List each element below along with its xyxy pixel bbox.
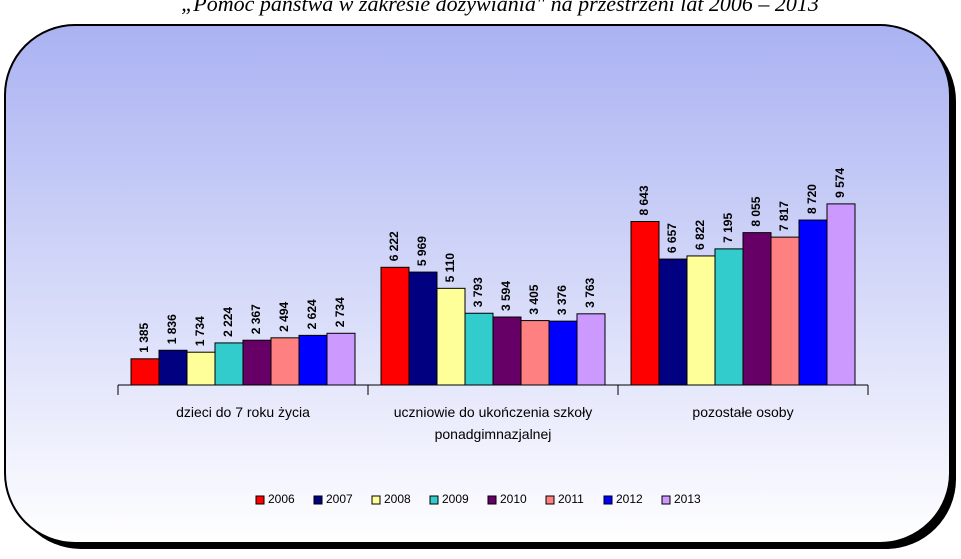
legend-swatch bbox=[255, 495, 265, 505]
value-label: 3 405 bbox=[527, 284, 541, 314]
bar bbox=[380, 266, 410, 386]
legend-swatch bbox=[545, 495, 555, 505]
value-label: 3 376 bbox=[555, 285, 569, 315]
legend-label: 2009 bbox=[442, 492, 469, 506]
x-tick-label: dzieci do 7 roku życia bbox=[176, 404, 310, 420]
value-label: 7 195 bbox=[721, 213, 735, 243]
bar bbox=[186, 351, 216, 386]
legend-label: 2010 bbox=[500, 492, 527, 506]
bar bbox=[158, 349, 188, 386]
legend-swatch bbox=[313, 495, 323, 505]
bar bbox=[686, 255, 716, 386]
value-label: 8 055 bbox=[749, 196, 763, 226]
value-label: 8 643 bbox=[637, 185, 651, 215]
x-tick-label: uczniowie do ukończenia szkoły ponadgimn… bbox=[393, 404, 593, 442]
value-label: 9 574 bbox=[833, 168, 847, 198]
x-tick-label-box: dzieci do 7 roku życia bbox=[176, 404, 310, 420]
value-label: 3 793 bbox=[471, 277, 485, 307]
legend-label: 2013 bbox=[674, 492, 701, 506]
value-label: 6 822 bbox=[693, 220, 707, 250]
value-label: 5 110 bbox=[443, 253, 457, 283]
bar bbox=[658, 258, 688, 386]
legend-swatch bbox=[487, 495, 497, 505]
value-label: 2 367 bbox=[249, 304, 263, 334]
bar bbox=[242, 339, 272, 386]
value-label: 2 734 bbox=[333, 297, 347, 327]
bar bbox=[298, 334, 328, 386]
legend-swatch bbox=[661, 495, 671, 505]
value-label: 2 494 bbox=[277, 301, 291, 331]
bar bbox=[464, 312, 494, 386]
bar bbox=[798, 219, 828, 386]
bar bbox=[436, 287, 466, 386]
bar bbox=[576, 313, 606, 386]
legend-label: 2011 bbox=[558, 492, 584, 506]
legend-swatch bbox=[429, 495, 439, 505]
frame bbox=[4, 24, 951, 544]
value-label: 2 624 bbox=[305, 299, 319, 329]
bar bbox=[214, 342, 244, 386]
bar bbox=[770, 236, 800, 386]
x-tick-label-box: pozostałe osoby bbox=[692, 404, 794, 420]
bar bbox=[520, 320, 550, 386]
value-label: 8 720 bbox=[805, 184, 819, 214]
bar bbox=[492, 316, 522, 386]
value-label: 3 763 bbox=[583, 277, 597, 307]
bar bbox=[130, 358, 160, 386]
value-label: 1 734 bbox=[193, 316, 207, 346]
value-label: 6 657 bbox=[665, 223, 679, 253]
x-tick-label: pozostałe osoby bbox=[692, 404, 794, 420]
bar bbox=[742, 232, 772, 386]
bar bbox=[270, 337, 300, 386]
legend-swatch bbox=[371, 495, 381, 505]
chart-title: „Pomoc państwa w zakresie dożywiania" na… bbox=[181, 0, 819, 16]
value-label: 5 969 bbox=[415, 236, 429, 266]
bar bbox=[826, 203, 856, 386]
value-label: 7 817 bbox=[777, 201, 791, 231]
bar bbox=[630, 221, 660, 386]
bar bbox=[548, 320, 578, 386]
value-label: 2 224 bbox=[221, 307, 235, 337]
legend-label: 2006 bbox=[268, 492, 295, 506]
value-label: 3 594 bbox=[499, 281, 513, 311]
legend-label: 2012 bbox=[616, 492, 643, 506]
legend-label: 2007 bbox=[326, 492, 353, 506]
bar bbox=[326, 332, 356, 386]
x-tick-label-box: uczniowie do ukończenia szkoły ponadgimn… bbox=[393, 404, 593, 442]
bar bbox=[408, 271, 438, 386]
bar bbox=[714, 248, 744, 386]
value-label: 6 222 bbox=[387, 231, 401, 261]
legend-swatch bbox=[603, 495, 613, 505]
legend-label: 2008 bbox=[384, 492, 411, 506]
value-label: 1 385 bbox=[137, 322, 151, 352]
value-label: 1 836 bbox=[165, 314, 179, 344]
